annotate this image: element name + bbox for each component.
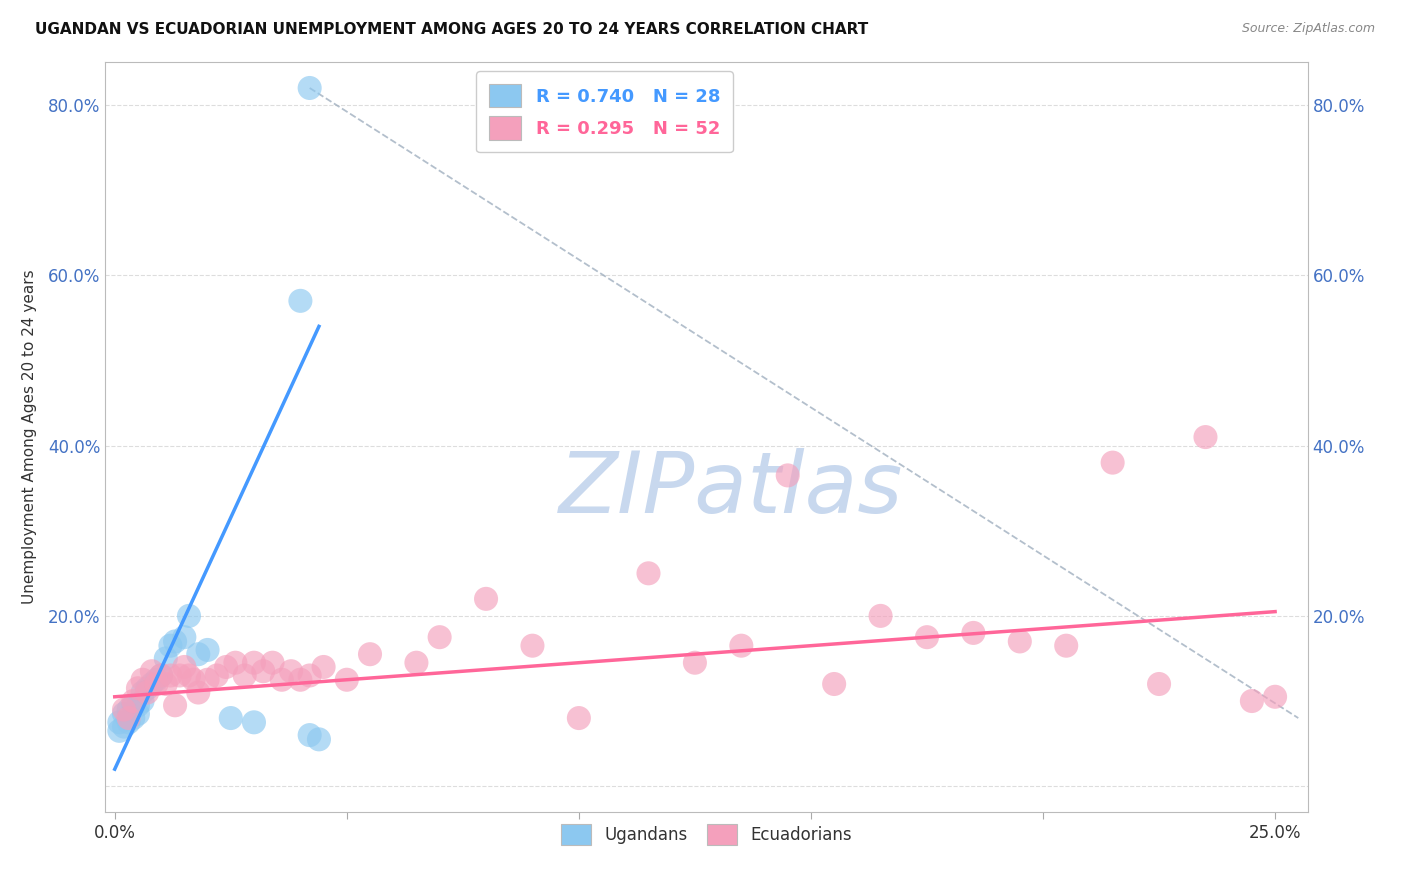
Point	[1264, 690, 1286, 704]
Point	[336, 673, 359, 687]
Point	[308, 732, 330, 747]
Point	[108, 723, 131, 738]
Point	[252, 664, 274, 678]
Point	[1008, 634, 1031, 648]
Point	[637, 566, 659, 581]
Point	[475, 591, 498, 606]
Point	[141, 677, 163, 691]
Point	[359, 647, 381, 661]
Point	[169, 668, 191, 682]
Point	[159, 639, 181, 653]
Point	[962, 626, 984, 640]
Point	[1147, 677, 1170, 691]
Point	[280, 664, 302, 678]
Point	[270, 673, 292, 687]
Point	[776, 468, 799, 483]
Point	[145, 673, 167, 687]
Point	[730, 639, 752, 653]
Point	[165, 634, 187, 648]
Point	[136, 681, 159, 696]
Point	[136, 685, 159, 699]
Text: ZIPatlas: ZIPatlas	[558, 448, 903, 531]
Point	[405, 656, 427, 670]
Point	[159, 668, 181, 682]
Point	[150, 668, 173, 682]
Y-axis label: Unemployment Among Ages 20 to 24 years: Unemployment Among Ages 20 to 24 years	[22, 269, 37, 605]
Point	[215, 660, 238, 674]
Point	[233, 668, 256, 682]
Point	[1101, 456, 1123, 470]
Point	[155, 651, 177, 665]
Point	[177, 668, 200, 682]
Point	[141, 664, 163, 678]
Point	[127, 698, 149, 713]
Point	[683, 656, 706, 670]
Point	[290, 673, 312, 687]
Text: UGANDAN VS ECUADORIAN UNEMPLOYMENT AMONG AGES 20 TO 24 YEARS CORRELATION CHART: UGANDAN VS ECUADORIAN UNEMPLOYMENT AMONG…	[35, 22, 869, 37]
Text: Source: ZipAtlas.com: Source: ZipAtlas.com	[1241, 22, 1375, 36]
Point	[112, 720, 135, 734]
Point	[122, 694, 145, 708]
Point	[429, 630, 451, 644]
Point	[122, 698, 145, 713]
Point	[155, 677, 177, 691]
Point	[1240, 694, 1263, 708]
Point	[118, 702, 141, 716]
Point	[108, 715, 131, 730]
Point	[262, 656, 284, 670]
Point	[131, 694, 153, 708]
Point	[1194, 430, 1216, 444]
Point	[131, 685, 153, 699]
Point	[112, 706, 135, 721]
Point	[869, 608, 891, 623]
Point	[173, 660, 195, 674]
Point	[173, 630, 195, 644]
Point	[915, 630, 938, 644]
Point	[522, 639, 544, 653]
Point	[197, 643, 219, 657]
Point	[298, 668, 321, 682]
Point	[127, 706, 149, 721]
Point	[183, 673, 205, 687]
Point	[290, 293, 312, 308]
Point	[568, 711, 591, 725]
Point	[122, 711, 145, 725]
Point	[312, 660, 335, 674]
Point	[150, 668, 173, 682]
Point	[118, 715, 141, 730]
Point	[131, 673, 153, 687]
Point	[219, 711, 242, 725]
Point	[1054, 639, 1077, 653]
Point	[187, 685, 209, 699]
Legend: Ugandans, Ecuadorians: Ugandans, Ecuadorians	[554, 817, 859, 852]
Point	[145, 677, 167, 691]
Point	[243, 656, 266, 670]
Point	[127, 681, 149, 696]
Point	[187, 647, 209, 661]
Point	[224, 656, 246, 670]
Point	[243, 715, 266, 730]
Point	[118, 711, 141, 725]
Point	[298, 728, 321, 742]
Point	[197, 673, 219, 687]
Point	[165, 698, 187, 713]
Point	[823, 677, 845, 691]
Point	[205, 668, 228, 682]
Point	[298, 81, 321, 95]
Point	[112, 702, 135, 716]
Point	[177, 608, 200, 623]
